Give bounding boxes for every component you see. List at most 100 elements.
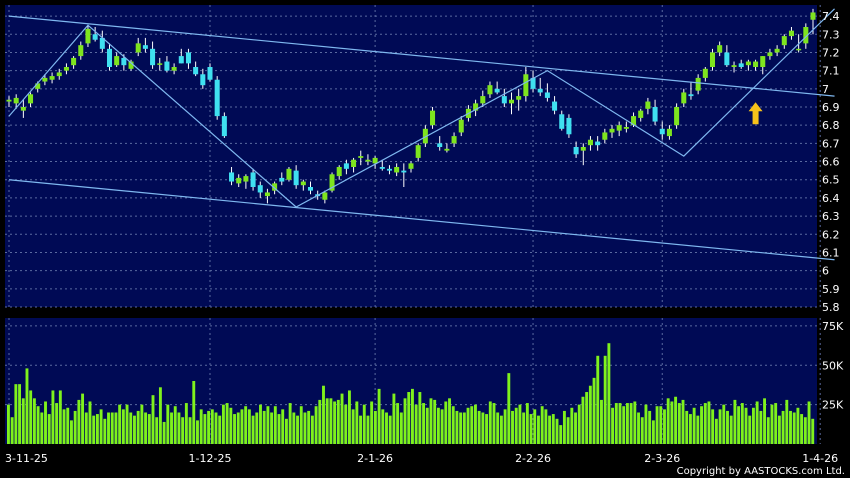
volume-tick-label: 50K: [822, 359, 844, 372]
candle-up: [49, 76, 55, 80]
candle-down: [307, 187, 314, 191]
candle-up: [516, 96, 522, 100]
volume-bar: [218, 415, 222, 444]
candle-up: [42, 77, 48, 82]
volume-bar: [566, 417, 570, 444]
volume-bar: [344, 404, 348, 444]
volume-bar: [718, 409, 722, 444]
candle-down: [214, 79, 220, 117]
date-tick-label: 2-3-26: [644, 452, 680, 465]
volume-bar: [214, 412, 218, 444]
volume-bar: [544, 409, 548, 444]
candle-up: [717, 45, 723, 53]
volume-bar: [514, 407, 518, 444]
price-tick-label: 5.8: [822, 301, 840, 314]
volume-bar: [25, 368, 29, 444]
volume-bar: [270, 412, 274, 444]
candle-down: [738, 63, 744, 67]
volume-bar: [711, 409, 715, 444]
candle-up: [329, 174, 335, 191]
volume-bar: [622, 406, 626, 444]
price-panel-background: [5, 5, 817, 307]
volume-bar: [548, 415, 552, 444]
volume-bar: [588, 385, 592, 444]
candle-up: [451, 136, 457, 144]
volume-bar: [485, 414, 489, 444]
price-tick-label: 7.1: [822, 65, 840, 78]
volume-bar: [385, 412, 388, 444]
candle-up: [13, 97, 19, 104]
candle-down: [659, 128, 665, 135]
volume-bar: [88, 401, 92, 444]
volume-bar: [729, 415, 733, 444]
candle-up: [796, 48, 802, 51]
volume-bar: [233, 414, 236, 444]
volume-bar: [651, 420, 655, 444]
volume-bar: [259, 404, 262, 444]
volume-bar: [266, 406, 270, 444]
candle-up: [28, 94, 34, 104]
volume-bar: [596, 355, 600, 444]
candle-up: [171, 67, 177, 71]
candle-down: [401, 170, 407, 173]
candle-down: [343, 163, 349, 169]
volume-bar: [62, 409, 66, 444]
volume-bar: [225, 403, 229, 444]
volume-bar: [51, 390, 55, 444]
candle-up: [788, 30, 794, 37]
volume-bar: [503, 409, 507, 444]
volume-bar: [140, 404, 144, 444]
candle-down: [724, 52, 730, 66]
trendlines: [8, 8, 835, 261]
volume-bar: [162, 421, 166, 444]
candle-down: [229, 172, 235, 182]
volume-bar: [740, 403, 744, 444]
volume-bar: [292, 412, 296, 444]
volume-bar: [462, 412, 466, 444]
candle-up: [523, 74, 529, 97]
candle-down: [99, 37, 105, 49]
volume-bar: [70, 420, 73, 444]
volume-bar: [310, 415, 314, 444]
candle-down: [221, 116, 227, 137]
volume-bar: [351, 409, 355, 444]
volume-bar: [763, 398, 767, 444]
volume-bar: [184, 403, 188, 444]
candle-up: [681, 92, 687, 104]
price-tick-label: 7: [822, 83, 829, 96]
volume-bar: [251, 415, 255, 444]
volume-bar: [262, 410, 266, 444]
volume-bar: [107, 412, 110, 444]
candle-up: [444, 148, 450, 151]
candle-down: [379, 167, 385, 169]
volume-bar: [196, 420, 199, 444]
candle-up: [709, 52, 716, 67]
price-tick-label: 6.6: [822, 156, 840, 169]
price-tick-label: 6: [822, 265, 829, 278]
volume-bar: [229, 407, 233, 444]
volume-bar: [429, 398, 433, 444]
volume-bar: [370, 401, 374, 444]
volume-bar: [21, 398, 25, 444]
volume-bar: [637, 412, 640, 444]
volume-bar: [796, 407, 800, 444]
volume-bar: [392, 393, 396, 444]
candle-up: [415, 145, 421, 158]
volume-bar: [696, 415, 700, 444]
volume-bar: [562, 410, 566, 444]
volume-bar: [240, 409, 244, 444]
price-tick-label: 6.2: [822, 228, 840, 241]
volume-bar: [759, 410, 763, 444]
candle-up: [20, 107, 26, 111]
volume-bar: [444, 401, 448, 444]
candle-down: [573, 147, 579, 155]
candle-down: [207, 67, 213, 80]
volume-bar: [581, 396, 585, 444]
candle-up: [753, 61, 759, 67]
candle-down: [200, 74, 206, 86]
candle-down: [652, 107, 658, 122]
candle-down: [92, 34, 98, 40]
candle-down: [566, 117, 572, 135]
